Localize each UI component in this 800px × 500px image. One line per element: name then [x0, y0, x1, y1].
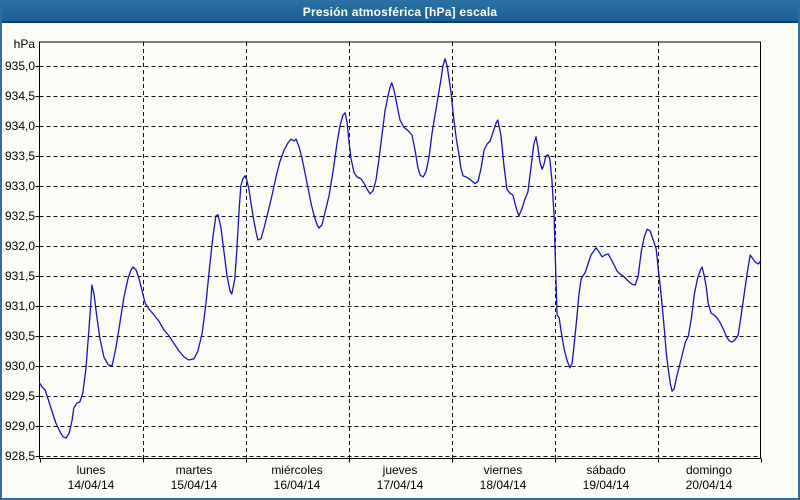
plot-border [39, 41, 761, 459]
chart-title-bar: Presión atmosférica [hPa] escala [2, 2, 798, 23]
x-axis-label: lunes 14/04/14 [39, 463, 143, 493]
x-axis-label: miércoles 16/04/14 [245, 463, 349, 493]
x-day-label: sábado [586, 463, 626, 477]
pressure-line [38, 58, 762, 439]
x-day-label: martes [175, 463, 213, 477]
y-tick-label: 932,5 [4, 209, 35, 223]
y-tick-label: 929,0 [4, 419, 35, 433]
x-day-label: viernes [483, 463, 523, 477]
x-date-label: 17/04/14 [376, 478, 424, 492]
gridlines [39, 42, 761, 459]
x-day-label: miércoles [271, 463, 323, 477]
y-tick-label: 931,5 [4, 269, 35, 283]
x-date-label: 20/04/14 [685, 478, 733, 492]
y-tick-label: 928,5 [4, 449, 35, 463]
y-axis-unit-label: hPa [13, 37, 35, 51]
y-tick-label: 933,5 [4, 149, 35, 163]
y-tick-label: 930,0 [4, 359, 35, 373]
x-day-label: jueves [382, 463, 418, 477]
y-tick-label: 934,0 [4, 119, 35, 133]
x-axis-label: jueves 17/04/14 [348, 463, 452, 493]
x-date-label: 16/04/14 [273, 478, 321, 492]
x-date-label: 18/04/14 [479, 478, 527, 492]
x-axis-label: sábado 19/04/14 [554, 463, 658, 493]
y-tick-label: 932,0 [4, 239, 35, 253]
x-date-label: 14/04/14 [67, 478, 115, 492]
y-tick-label: 931,0 [4, 299, 35, 313]
x-axis-label: martes 15/04/14 [142, 463, 246, 493]
chart-title: Presión atmosférica [hPa] escala [302, 4, 498, 19]
x-axis-label: viernes 18/04/14 [451, 463, 555, 493]
x-date-label: 19/04/14 [582, 478, 630, 492]
y-tick-label: 934,5 [4, 89, 35, 103]
x-date-label: 15/04/14 [170, 478, 218, 492]
y-tick-label: 935,0 [4, 59, 35, 73]
axes [35, 41, 762, 463]
y-tick-label: 930,5 [4, 329, 35, 343]
x-day-label: lunes [76, 463, 106, 477]
x-day-label: domingo [685, 463, 733, 477]
y-tick-label: 929,5 [4, 389, 35, 403]
x-axis-label: domingo 20/04/14 [657, 463, 761, 493]
y-tick-label: 933,0 [4, 179, 35, 193]
